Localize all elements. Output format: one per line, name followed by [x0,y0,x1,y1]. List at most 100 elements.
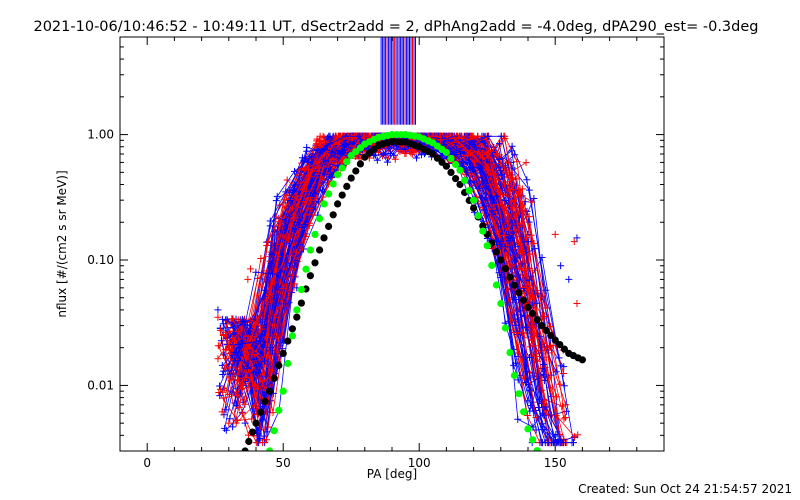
trace-marker [468,132,476,140]
trace-marker [547,323,555,331]
green-fit-point [506,348,514,357]
trace-marker [260,286,268,294]
trace-marker [481,145,489,153]
blue-point [510,256,518,264]
y-tick-label: 1.00 [87,128,114,142]
trace-marker [315,158,323,166]
trace-marker [221,424,229,432]
black-fit-point [497,256,505,264]
trace-marker [384,158,392,166]
trace-marker [463,168,471,176]
trace-marker [263,428,271,436]
black-fit-point [279,349,287,357]
trace-marker [552,431,560,439]
black-fit-point [510,281,518,289]
trace-marker [511,295,519,303]
x-axis-label: PA [deg] [367,467,417,481]
trace-marker [539,371,547,379]
black-fit-point [270,374,278,382]
trace-marker [304,172,312,180]
black-fit-point [311,259,319,267]
black-fit-point [578,356,587,364]
trace-marker [248,351,256,359]
black-fit-point [352,167,360,175]
trace-marker [469,163,477,171]
trace-marker [501,134,509,142]
black-fit-point [266,387,274,395]
green-fit-point [497,299,505,308]
trace-marker [266,222,274,230]
black-fit-point [556,341,564,349]
green-fit-point [483,242,491,250]
trace-marker [507,234,515,242]
trace-marker [528,198,536,206]
black-fit-point [334,200,342,208]
trace-marker [265,351,273,359]
trace-marker [489,196,497,204]
black-fit-point [261,397,269,405]
trace-marker [216,382,224,390]
trace-marker [238,409,246,417]
trace-marker [541,304,549,312]
trace-marker [266,343,274,351]
green-fit-point [492,281,500,289]
trace-marker [245,328,253,336]
trace-marker [485,159,493,167]
trace-marker [524,397,532,405]
trace-marker [251,321,259,329]
black-fit-point [293,313,301,321]
trace-marker [288,204,296,212]
green-fit-point [297,286,305,294]
green-fit-point [520,408,528,416]
trace-marker [571,433,579,441]
trace-marker [511,321,519,329]
trace-marker [530,342,538,350]
trace-marker [341,141,349,149]
trace-marker [355,132,363,140]
trace-marker [527,231,535,239]
trace-marker [262,333,270,341]
trace-marker [569,439,577,447]
red-point [306,196,314,204]
trace-marker [406,146,414,154]
trace-marker [476,166,484,174]
black-fit-point [560,345,569,353]
black-fit-point [320,234,328,242]
trace-marker [259,300,267,308]
trace-marker [338,146,346,154]
green-fit-point [288,332,296,340]
trace-marker [501,243,509,251]
red-point [214,313,222,321]
trace-marker [373,156,381,164]
trace-marker [523,411,531,419]
trace-marker [219,320,227,328]
green-fit-point [470,196,478,204]
y-axis-label: nflux [#/(cm2 s sr MeV)] [55,170,69,317]
black-fit-point [515,289,523,297]
trace-marker [316,136,324,144]
x-tick-label: 50 [276,456,291,470]
blue-point [214,306,222,314]
trace-marker [234,316,242,324]
trace-marker [436,136,444,144]
trace-marker [518,329,526,337]
trace-marker [236,389,244,397]
trace-marker [268,250,276,258]
trace-marker [279,285,287,293]
trace-marker [255,436,263,444]
chart-title: 2021-10-06/10:46:52 - 10:49:11 UT, dSect… [33,19,758,35]
trace-marker [214,355,222,363]
trace-marker [408,150,416,158]
trace-marker [488,207,496,215]
black-fit-point [306,272,314,280]
trace-marker [523,176,531,184]
trace-marker [539,426,547,434]
green-fit-point [461,176,469,184]
green-fit-point [302,265,310,273]
trace-marker [288,288,296,296]
black-fit-point [524,303,532,311]
trace-marker [527,402,535,410]
black-fit-point [533,316,541,324]
trace-marker [483,166,491,174]
